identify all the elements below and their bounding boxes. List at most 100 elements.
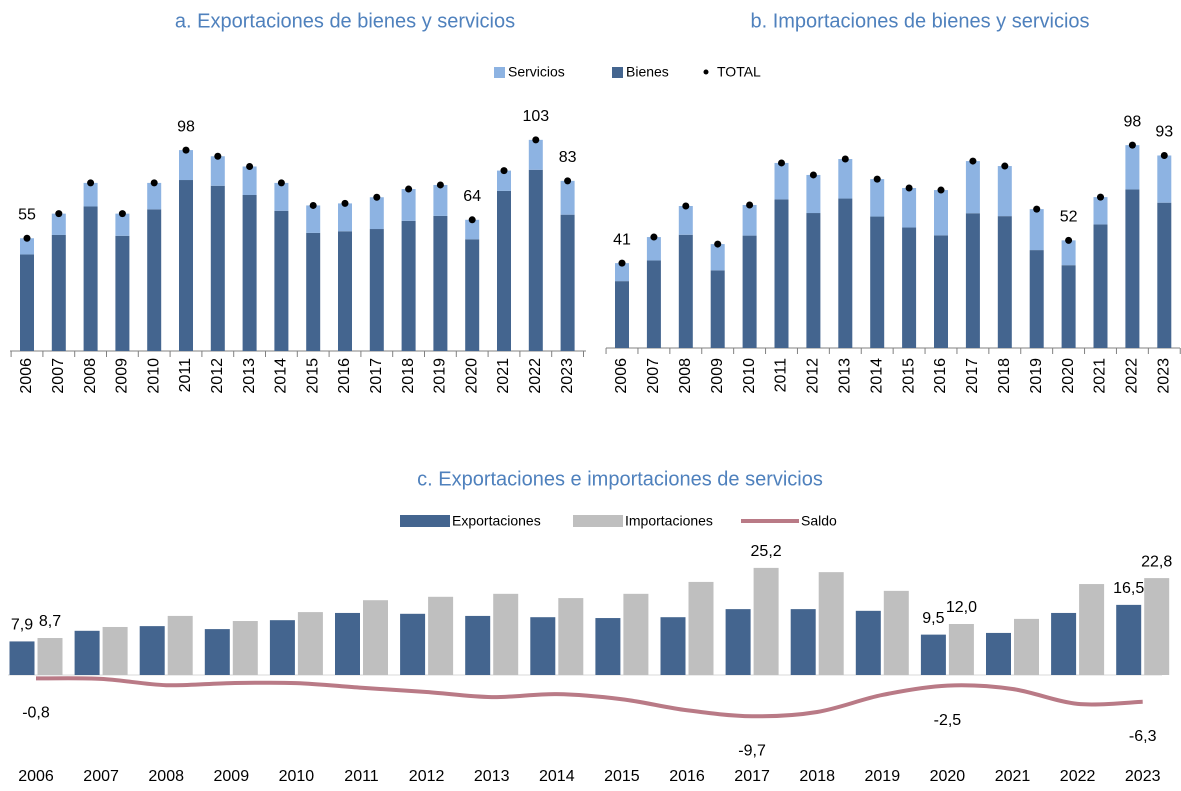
bar (167, 615, 193, 675)
bar-segment (338, 231, 352, 351)
x-tick-label: 2019 (865, 768, 901, 785)
bar-segment (401, 220, 416, 351)
bar-segment (678, 205, 693, 235)
bar (269, 620, 295, 675)
x-tick-label: 2020 (463, 358, 480, 394)
total-dot (182, 146, 190, 154)
x-tick-label: 2016 (336, 358, 353, 394)
bar-segment (902, 227, 917, 348)
bar-segment (997, 216, 1012, 348)
bar-segment (401, 189, 416, 221)
total-dot (1065, 236, 1073, 244)
bar-segment (1125, 145, 1140, 190)
x-tick-label: 2017 (734, 768, 770, 785)
bar (335, 612, 360, 675)
x-tick-label: 2006 (18, 768, 54, 785)
x-tick-label: 2012 (805, 358, 822, 394)
bar-segment (210, 185, 225, 351)
data-label: 12,0 (946, 599, 977, 616)
bar-segment (806, 213, 821, 348)
legend-swatch (494, 67, 505, 78)
bar-segment (306, 205, 321, 233)
total-dot (436, 181, 444, 189)
x-tick-label: 2020 (1060, 358, 1077, 394)
chart-title: c. Exportaciones e importaciones de serv… (417, 468, 823, 490)
bar-segment (902, 187, 917, 228)
total-dot (309, 201, 317, 209)
x-tick-label: 2022 (1124, 358, 1141, 394)
x-tick-label: 2013 (241, 358, 258, 394)
chart-title: a. Exportaciones de bienes y servicios (175, 10, 515, 32)
bar-segment (1157, 155, 1172, 203)
x-tick-label: 2008 (677, 358, 694, 394)
bar-segment (20, 238, 34, 255)
total-dot (841, 155, 849, 163)
bar-segment (242, 194, 257, 351)
total-dot (373, 193, 381, 201)
bar-segment (369, 229, 384, 351)
x-tick-label: 2010 (279, 768, 315, 785)
bar-segment (20, 254, 34, 351)
total-dot (532, 136, 540, 144)
x-tick-label: 2006 (613, 358, 630, 394)
x-tick-label: 2019 (1028, 358, 1045, 394)
x-tick-label: 2008 (148, 768, 184, 785)
x-tick-label: 2023 (559, 358, 576, 394)
data-label: 98 (177, 118, 195, 135)
data-label: 52 (1060, 209, 1078, 226)
bar-segment (934, 235, 948, 348)
legend-swatch (703, 69, 709, 75)
bar (204, 629, 230, 675)
bar-segment (1125, 189, 1140, 348)
total-dot (150, 179, 158, 187)
total-dot (1033, 205, 1041, 213)
bar-segment (433, 184, 448, 216)
total-dot (1160, 151, 1168, 159)
legend-label: Importaciones (625, 513, 713, 529)
bar-segment (710, 270, 725, 348)
bar-segment (774, 162, 789, 200)
total-dot (214, 152, 222, 160)
x-tick-label: 2023 (1125, 768, 1161, 785)
data-label: -9,7 (738, 742, 766, 759)
total-dot (118, 210, 126, 218)
x-tick-label: 2017 (368, 358, 385, 394)
bar-segment (1093, 224, 1108, 348)
total-dot (937, 186, 945, 194)
bar (725, 609, 751, 675)
data-label: 93 (1155, 124, 1173, 141)
total-dot (809, 171, 817, 179)
x-tick-label: 2015 (900, 358, 917, 394)
x-tick-label: 2012 (209, 358, 226, 394)
total-dot (246, 163, 254, 170)
bar-segment (870, 179, 885, 217)
x-tick-label: 2011 (773, 358, 790, 393)
x-tick-label: 2016 (669, 768, 705, 785)
x-tick-label: 2014 (273, 358, 290, 394)
bar-segment (274, 182, 289, 211)
data-label: 41 (613, 231, 631, 248)
bar-segment (147, 209, 162, 351)
x-tick-label: 2019 (432, 358, 449, 394)
bar (790, 609, 816, 675)
legend-label: TOTAL (717, 64, 761, 80)
bar-segment (274, 210, 289, 351)
bar-segment (934, 190, 948, 236)
bar (428, 596, 454, 675)
bar-segment (338, 203, 352, 232)
bar-segment (115, 213, 130, 236)
bar (74, 630, 100, 675)
bar-segment (83, 206, 98, 351)
x-tick-label: 2009 (709, 358, 726, 394)
data-label: 55 (18, 206, 36, 223)
x-tick-label: 2017 (964, 358, 981, 394)
total-dot (1097, 193, 1104, 201)
total-dot (746, 201, 754, 209)
line (35, 676, 1143, 719)
bar (688, 581, 714, 675)
bar-segment (1093, 197, 1108, 225)
x-tick-label: 2023 (1156, 358, 1173, 394)
bar-segment (742, 235, 757, 348)
total-dot (468, 216, 476, 224)
